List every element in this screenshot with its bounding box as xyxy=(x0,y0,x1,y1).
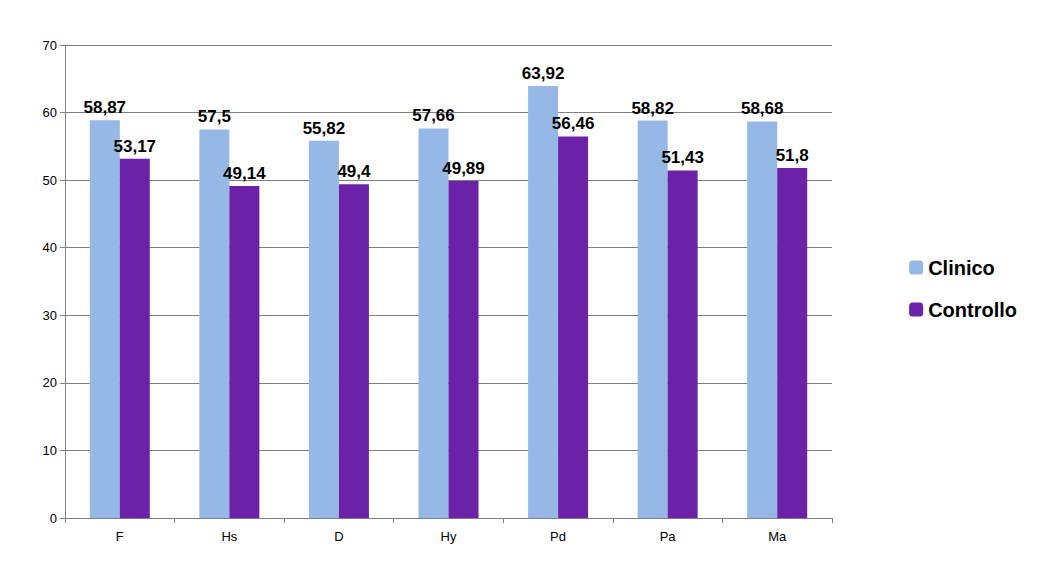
svg-text:49,14: 49,14 xyxy=(223,164,266,183)
svg-text:63,92: 63,92 xyxy=(522,64,565,83)
svg-text:58,68: 58,68 xyxy=(741,99,784,118)
svg-text:49,4: 49,4 xyxy=(337,162,371,181)
svg-text:Controllo: Controllo xyxy=(928,299,1017,321)
svg-text:53,17: 53,17 xyxy=(114,137,157,156)
svg-text:57,66: 57,66 xyxy=(412,106,455,125)
svg-text:20: 20 xyxy=(43,375,57,390)
svg-text:51,43: 51,43 xyxy=(661,148,704,167)
svg-text:Ma: Ma xyxy=(768,529,787,544)
svg-text:57,5: 57,5 xyxy=(198,107,231,126)
svg-text:58,87: 58,87 xyxy=(84,98,127,117)
svg-text:0: 0 xyxy=(50,511,57,526)
svg-text:40: 40 xyxy=(43,240,57,255)
svg-text:50: 50 xyxy=(43,173,57,188)
svg-text:51,8: 51,8 xyxy=(776,146,809,165)
svg-text:58,82: 58,82 xyxy=(631,99,674,118)
svg-text:F: F xyxy=(116,529,124,544)
svg-text:55,82: 55,82 xyxy=(303,119,346,138)
svg-text:60: 60 xyxy=(43,105,57,120)
svg-text:49,89: 49,89 xyxy=(442,159,485,178)
svg-text:56,46: 56,46 xyxy=(552,114,595,133)
svg-text:10: 10 xyxy=(43,443,57,458)
svg-text:30: 30 xyxy=(43,308,57,323)
svg-text:Pa: Pa xyxy=(660,529,677,544)
svg-text:70: 70 xyxy=(43,38,57,53)
svg-text:Pd: Pd xyxy=(550,529,566,544)
svg-text:Hy: Hy xyxy=(441,529,457,544)
svg-text:D: D xyxy=(334,529,343,544)
svg-text:Clinico: Clinico xyxy=(928,257,995,279)
svg-text:Hs: Hs xyxy=(221,529,237,544)
